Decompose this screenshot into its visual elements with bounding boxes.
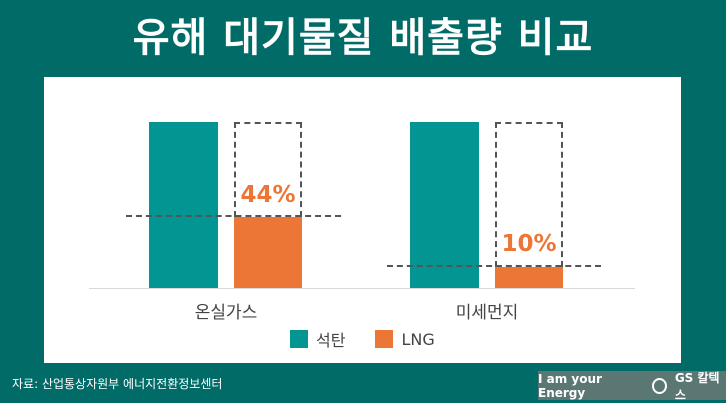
pct-label-ghg: 44% bbox=[240, 182, 296, 208]
lng-bar-pm bbox=[495, 267, 563, 288]
reference-line-ghg bbox=[126, 215, 341, 217]
category-label-pm: 미세먼지 bbox=[455, 303, 519, 323]
lng-reference-box-pm bbox=[495, 122, 563, 267]
legend-label-lng: LNG bbox=[401, 329, 435, 349]
source-note: 자료: 산업통상자원부 에너지전환정보센터 bbox=[12, 377, 223, 391]
legend-item-lng: LNG bbox=[375, 329, 435, 349]
brand-badge: I am your Energy GS 칼텍스 bbox=[538, 370, 726, 402]
lng-reference-box-ghg bbox=[234, 122, 302, 217]
brand-slogan: I am your Energy bbox=[538, 371, 602, 400]
category-label-ghg: 온실가스 bbox=[194, 303, 258, 323]
coal-swatch-icon bbox=[290, 330, 308, 348]
reference-line-pm bbox=[387, 265, 601, 267]
chart-panel bbox=[44, 77, 681, 363]
gs-logo-icon bbox=[651, 377, 667, 394]
legend-item-coal: 석탄 bbox=[290, 327, 345, 351]
lng-bar-ghg bbox=[234, 217, 302, 288]
legend: 석탄 LNG bbox=[290, 327, 455, 351]
pct-label-pm: 10% bbox=[501, 231, 557, 257]
brand-company: GS 칼텍스 bbox=[674, 370, 720, 402]
page-title: 유해 대기물질 배출량 비교 bbox=[132, 15, 594, 61]
x-axis-baseline bbox=[89, 288, 635, 289]
coal-bar-pm bbox=[410, 122, 479, 288]
lng-swatch-icon bbox=[375, 330, 394, 348]
coal-bar-ghg bbox=[149, 122, 218, 288]
legend-label-coal: 석탄 bbox=[316, 331, 346, 350]
